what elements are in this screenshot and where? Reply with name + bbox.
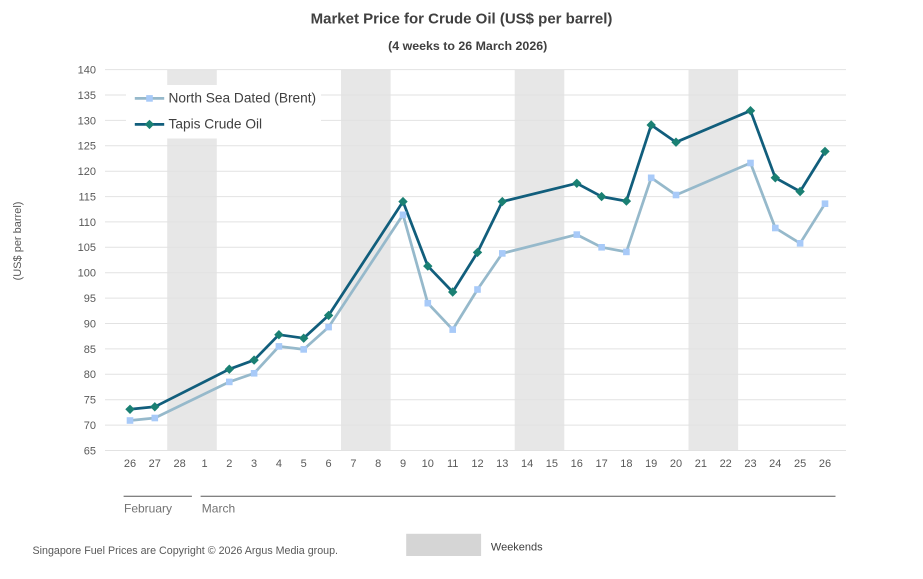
- svg-text:85: 85: [84, 344, 96, 356]
- svg-text:24: 24: [769, 458, 781, 470]
- svg-text:4: 4: [276, 458, 282, 470]
- svg-text:27: 27: [149, 458, 161, 470]
- svg-text:120: 120: [78, 166, 96, 178]
- svg-text:North Sea Dated (Brent): North Sea Dated (Brent): [169, 90, 317, 105]
- svg-text:28: 28: [173, 458, 185, 470]
- svg-text:25: 25: [794, 458, 806, 470]
- svg-text:140: 140: [78, 65, 96, 77]
- svg-text:3: 3: [251, 458, 257, 470]
- svg-text:Singapore Fuel Prices are Copy: Singapore Fuel Prices are Copyright © 20…: [33, 545, 339, 557]
- svg-text:15: 15: [546, 458, 558, 470]
- svg-text:5: 5: [301, 458, 307, 470]
- svg-text:February: February: [124, 501, 172, 515]
- svg-text:17: 17: [595, 458, 607, 470]
- svg-text:130: 130: [78, 115, 96, 127]
- svg-text:7: 7: [350, 458, 356, 470]
- svg-text:22: 22: [720, 458, 732, 470]
- svg-text:23: 23: [744, 458, 756, 470]
- svg-text:18: 18: [620, 458, 632, 470]
- svg-text:2: 2: [226, 458, 232, 470]
- svg-text:Market Price for Crude Oil (US: Market Price for Crude Oil (US$ per barr…: [311, 11, 613, 28]
- svg-text:75: 75: [84, 395, 96, 407]
- svg-text:100: 100: [78, 268, 96, 280]
- svg-text:135: 135: [78, 90, 96, 102]
- svg-text:125: 125: [78, 141, 96, 153]
- svg-text:70: 70: [84, 420, 96, 432]
- svg-text:65: 65: [84, 445, 96, 457]
- svg-text:110: 110: [78, 217, 96, 229]
- svg-text:19: 19: [645, 458, 657, 470]
- svg-text:10: 10: [422, 458, 434, 470]
- svg-text:14: 14: [521, 458, 533, 470]
- svg-text:Weekends: Weekends: [491, 541, 543, 553]
- svg-text:13: 13: [496, 458, 508, 470]
- svg-text:105: 105: [78, 242, 96, 254]
- svg-text:12: 12: [471, 458, 483, 470]
- svg-text:115: 115: [78, 192, 96, 204]
- svg-text:26: 26: [124, 458, 136, 470]
- svg-text:95: 95: [84, 293, 96, 305]
- svg-text:80: 80: [84, 369, 96, 381]
- svg-text:(US$ per barrel): (US$ per barrel): [12, 202, 24, 281]
- svg-text:1: 1: [201, 458, 207, 470]
- svg-text:(4 weeks to 26 March 2026): (4 weeks to 26 March 2026): [388, 39, 547, 53]
- svg-text:20: 20: [670, 458, 682, 470]
- svg-text:11: 11: [447, 458, 458, 470]
- svg-text:9: 9: [400, 458, 406, 470]
- svg-text:Tapis Crude Oil: Tapis Crude Oil: [169, 116, 263, 131]
- svg-text:26: 26: [819, 458, 831, 470]
- svg-text:90: 90: [84, 318, 96, 330]
- svg-text:16: 16: [571, 458, 583, 470]
- svg-text:21: 21: [695, 458, 707, 470]
- svg-text:8: 8: [375, 458, 381, 470]
- svg-text:6: 6: [326, 458, 332, 470]
- svg-text:March: March: [202, 501, 235, 515]
